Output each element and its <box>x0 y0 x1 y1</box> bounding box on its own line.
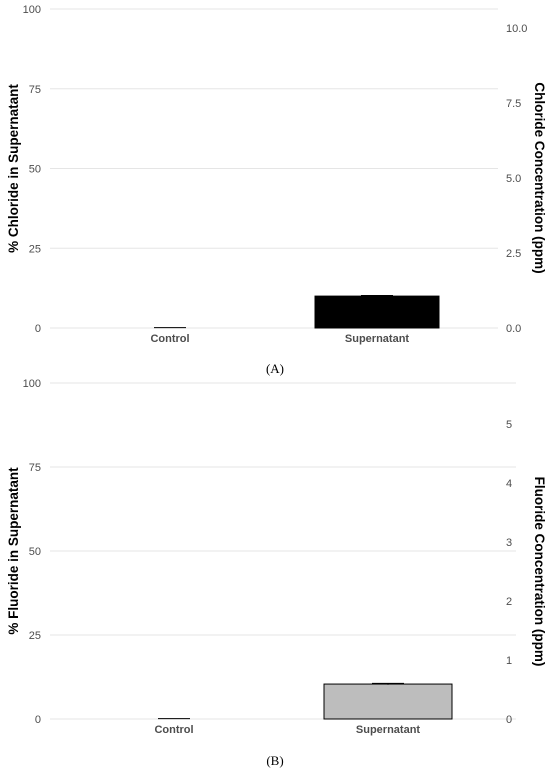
y-tick-label: 0 <box>35 714 41 726</box>
y-tick-label: 25 <box>29 243 41 255</box>
x-tick-label: Control <box>154 724 193 736</box>
bar <box>314 295 440 329</box>
y2-tick-label: 10.0 <box>506 23 527 35</box>
y2-tick-label: 3 <box>506 537 512 549</box>
y2-tick-label: 5 <box>506 419 512 431</box>
y2-tick-label: 5.0 <box>506 173 521 185</box>
y2-tick-label: 0.0 <box>506 323 521 335</box>
y2-tick-label: 2.5 <box>506 248 521 260</box>
panel-label: (A) <box>266 361 284 376</box>
y2-tick-label: 4 <box>506 478 512 490</box>
y2-tick-label: 2 <box>506 596 512 608</box>
x-tick-label: Control <box>150 333 189 345</box>
y2-tick-label: 1 <box>506 655 512 667</box>
y-tick-label: 25 <box>29 630 41 642</box>
y-tick-label: 100 <box>23 378 41 390</box>
y-tick-label: 50 <box>29 164 41 176</box>
y-axis-label: % Fluoride in Supernatant <box>6 467 21 635</box>
y2-axis-label: Fluoride Concentration (ppm) <box>532 477 547 667</box>
y-tick-label: 50 <box>29 546 41 558</box>
y-tick-label: 75 <box>29 462 41 474</box>
x-tick-label: Supernatant <box>345 333 410 345</box>
y2-tick-label: 0 <box>506 714 512 726</box>
bar <box>323 683 453 720</box>
y-tick-label: 100 <box>23 4 41 16</box>
panel-label: (B) <box>266 753 283 768</box>
y-axis-label: % Chloride in Supernatant <box>6 84 21 253</box>
y2-tick-label: 7.5 <box>506 98 521 110</box>
y-tick-label: 0 <box>35 323 41 335</box>
x-tick-label: Supernatant <box>356 724 421 736</box>
y2-axis-label: Chloride Concentration (ppm) <box>532 82 547 273</box>
y-tick-label: 75 <box>29 84 41 96</box>
